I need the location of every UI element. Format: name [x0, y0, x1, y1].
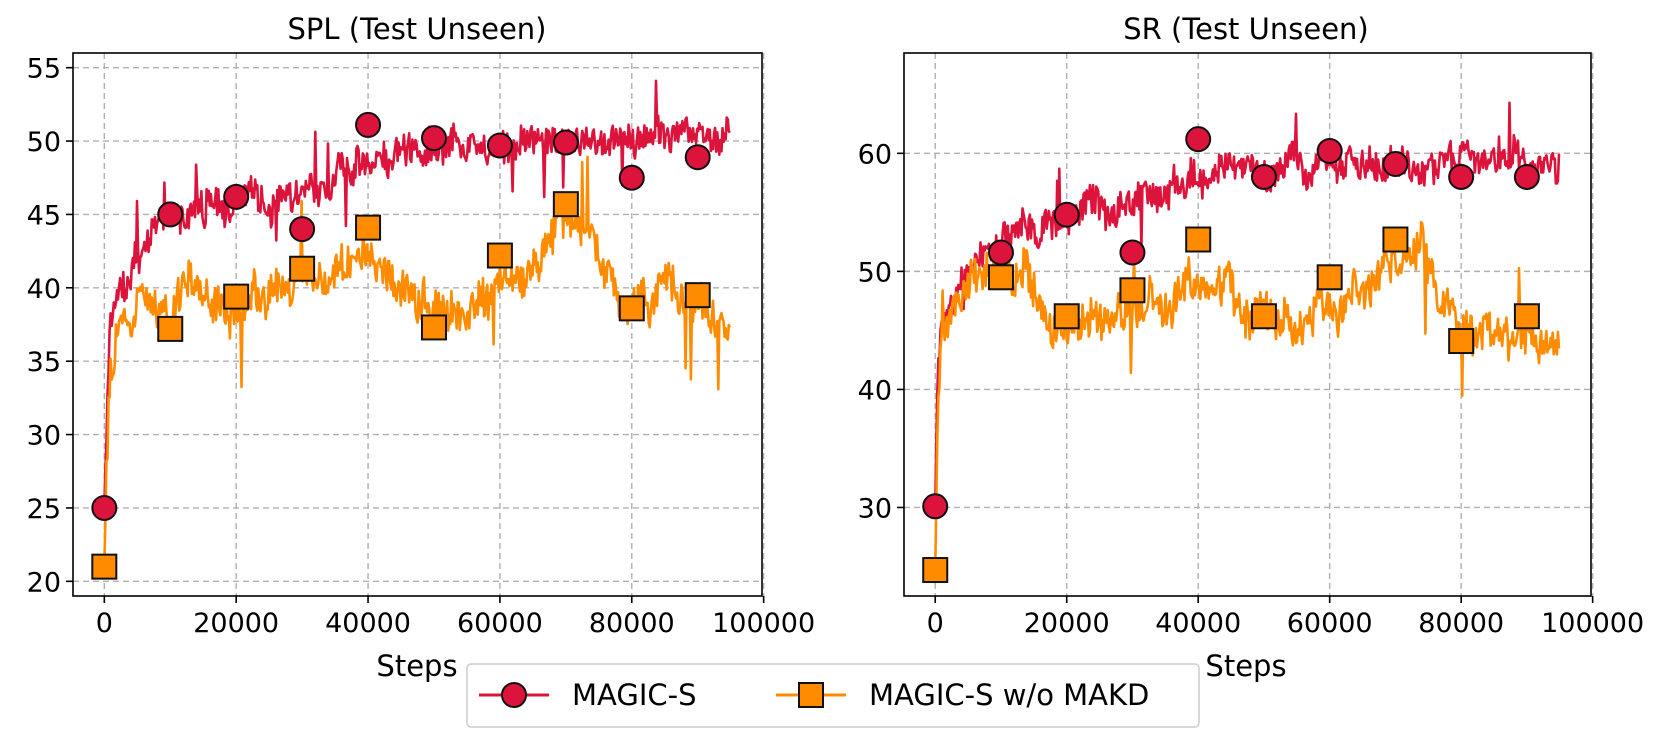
sr-marker-magic-s — [1513, 163, 1540, 190]
sr-marker-magic-s — [1382, 150, 1409, 177]
sr-chart-title: SR (Test Unseen) — [1123, 12, 1369, 46]
spl-marker-magic-s — [157, 201, 184, 228]
sr-x-tick-label: 0 — [927, 608, 944, 639]
spl-marker-magic-s — [223, 183, 250, 210]
sr-y-tick-label: 50 — [858, 257, 892, 288]
sr-marker-magic-s — [1119, 239, 1146, 266]
sr-marker-magic-s — [922, 493, 949, 520]
sr-x-tick-label: 40000 — [1155, 608, 1241, 639]
spl-x-tick-label: 100000 — [712, 608, 815, 639]
legend-entry-magic-s-wo-makd: MAGIC-S w/o MAKD — [776, 678, 1149, 712]
spl-marker-magic-s-wo-makd — [420, 314, 447, 341]
spl-marker-magic-s-wo-makd — [552, 191, 579, 218]
spl-x-tick-label: 20000 — [193, 608, 279, 639]
sr-chart: 0 20000 40000 60000 80000 100000 30 40 50 60 SR (T… — [858, 12, 1645, 683]
sr-x-tick-label: 60000 — [1287, 608, 1373, 639]
spl-chart: 0 20000 40000 60000 80000 100000 20 25 30 35 40 45 5… — [27, 12, 816, 683]
sr-y-tick-label: 30 — [858, 493, 892, 524]
spl-x-tick-label: 0 — [96, 608, 113, 639]
spl-marker-magic-s-wo-makd — [486, 242, 513, 269]
spl-x-tick-label: 40000 — [325, 608, 411, 639]
sr-x-tick-label: 80000 — [1418, 608, 1504, 639]
spl-y-tick-label: 40 — [27, 274, 61, 305]
spl-marker-magic-s — [486, 132, 513, 159]
spl-marker-magic-s-wo-makd — [618, 295, 645, 322]
spl-marker-magic-s-wo-makd — [157, 315, 184, 342]
sr-y-tick-label: 40 — [858, 375, 892, 406]
sr-plot-frame — [903, 52, 1592, 597]
spl-x-tick-label: 60000 — [457, 608, 543, 639]
sr-chart-x-axis-label: Steps — [1205, 649, 1286, 683]
spl-marker-magic-s-wo-makd — [355, 214, 382, 241]
spl-marker-magic-s-wo-makd — [223, 283, 250, 310]
spl-marker-magic-s — [684, 144, 711, 171]
legend-entry-magic-s: MAGIC-S — [479, 678, 697, 712]
sr-line-magic-s-wo-makd — [933, 220, 1561, 571]
sr-marker-magic-s-wo-makd — [1119, 277, 1146, 304]
legend-marker-square — [798, 682, 824, 708]
legend-label-magic-s-wo-makd: MAGIC-S w/o MAKD — [869, 678, 1149, 712]
spl-line-magic-s — [103, 79, 731, 508]
sr-y-tick-label: 60 — [858, 139, 892, 170]
spl-y-tick-label: 45 — [27, 200, 61, 231]
spl-marker-magic-s-wo-makd — [684, 282, 711, 309]
sr-marker-magic-s — [1053, 201, 1080, 228]
spl-chart-x-axis-label: Steps — [376, 649, 457, 683]
spl-marker-magic-s — [355, 111, 382, 138]
spl-marker-magic-s-wo-makd — [289, 255, 316, 282]
spl-y-tick-label: 25 — [27, 494, 61, 525]
sr-marker-magic-s-wo-makd — [1382, 226, 1409, 253]
sr-marker-magic-s-wo-makd — [1250, 303, 1277, 330]
spl-marker-magic-s — [91, 494, 118, 521]
spl-marker-magic-s — [552, 129, 579, 156]
legend-label-magic-s: MAGIC-S — [572, 678, 697, 712]
sr-marker-magic-s-wo-makd — [1185, 226, 1212, 253]
sr-marker-magic-s — [1185, 126, 1212, 153]
spl-marker-magic-s — [618, 164, 645, 191]
sr-marker-magic-s-wo-makd — [987, 264, 1014, 291]
spl-marker-magic-s — [289, 216, 316, 243]
sr-marker-magic-s — [1250, 163, 1277, 190]
sr-marker-magic-s-wo-makd — [1053, 303, 1080, 330]
sr-marker-magic-s-wo-makd — [922, 557, 949, 584]
sr-marker-magic-s — [987, 239, 1014, 266]
spl-y-tick-label: 30 — [27, 421, 61, 452]
sr-marker-magic-s-wo-makd — [1316, 264, 1343, 291]
spl-marker-magic-s — [420, 125, 447, 152]
spl-chart-title: SPL (Test Unseen) — [287, 12, 546, 46]
spl-marker-magic-s-wo-makd — [91, 553, 118, 580]
spl-y-tick-label: 35 — [27, 347, 61, 378]
sr-marker-magic-s — [1448, 163, 1475, 190]
sr-marker-magic-s-wo-makd — [1448, 328, 1475, 355]
spl-y-tick-label: 55 — [27, 54, 61, 85]
spl-y-tick-label: 20 — [27, 567, 61, 598]
spl-y-tick-label: 50 — [27, 127, 61, 158]
sr-x-tick-label: 20000 — [1024, 608, 1110, 639]
sr-line-magic-s — [933, 101, 1561, 508]
spl-plot-frame — [72, 52, 763, 597]
spl-x-tick-label: 80000 — [589, 608, 675, 639]
sr-marker-magic-s — [1316, 137, 1343, 164]
legend-marker-circle — [501, 682, 527, 708]
sr-x-tick-label: 100000 — [1541, 608, 1644, 639]
legend: MAGIC-S MAGIC-S w/o MAKD — [466, 663, 1200, 728]
sr-marker-magic-s-wo-makd — [1513, 303, 1540, 330]
